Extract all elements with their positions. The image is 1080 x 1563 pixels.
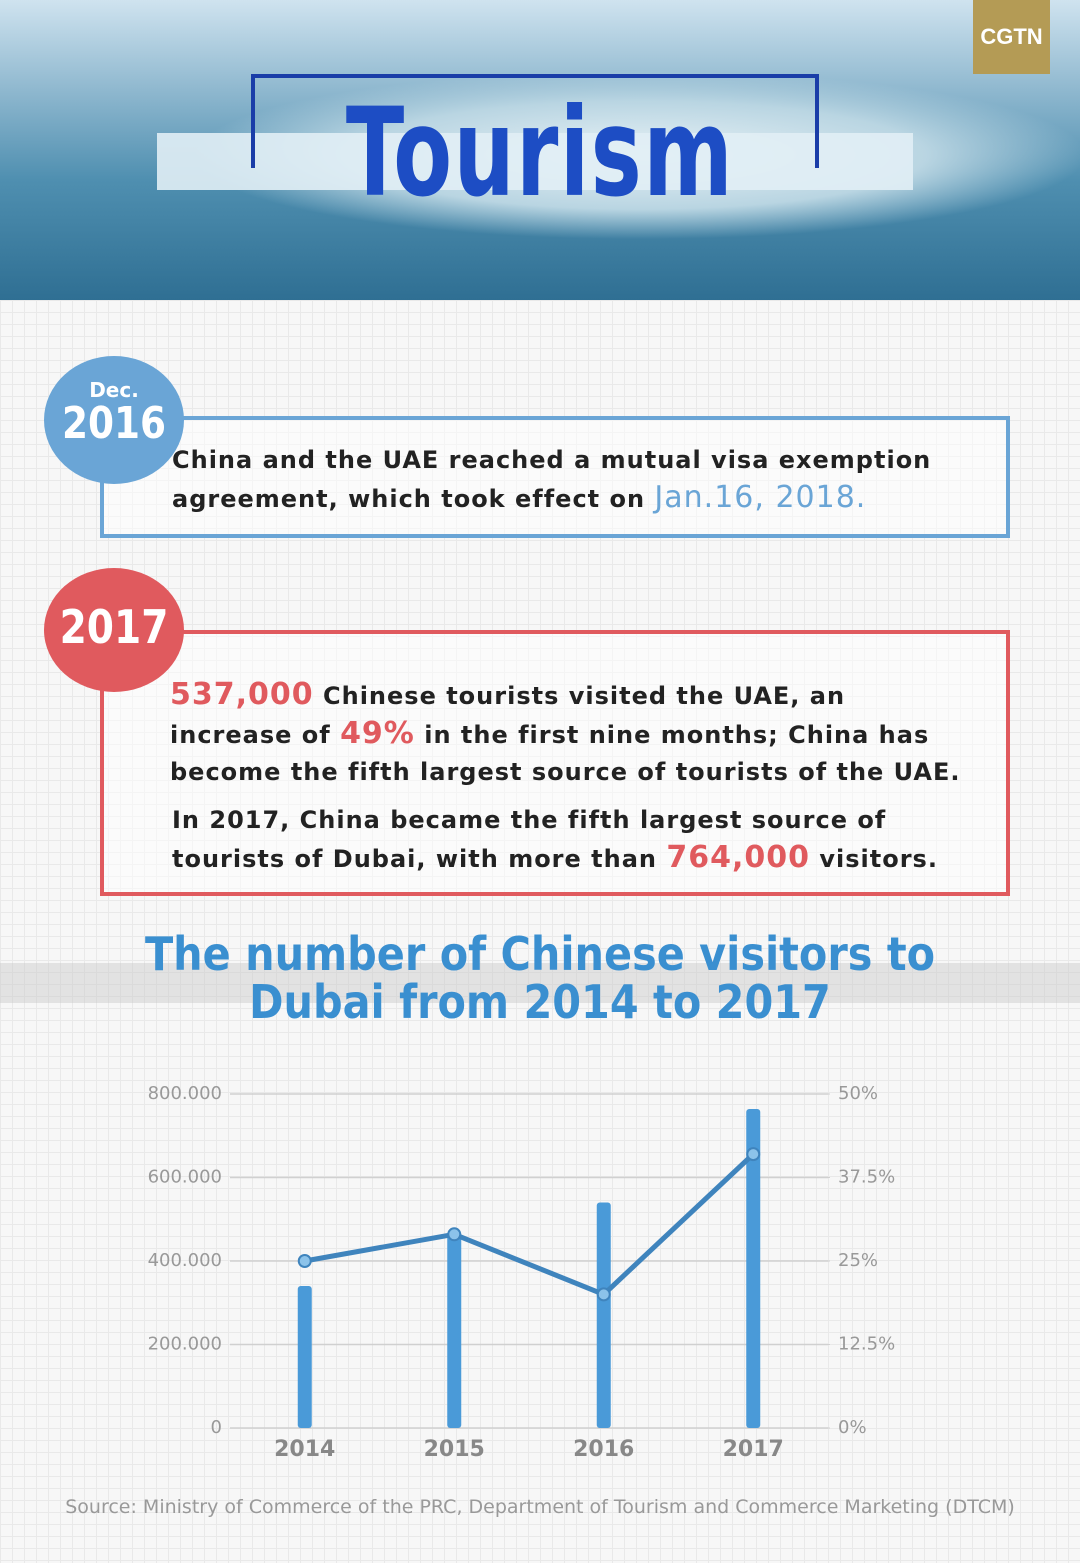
source: Source: Ministry of Commerce of the PRC,… bbox=[65, 1496, 1015, 1518]
bar bbox=[746, 1109, 761, 1428]
line-point bbox=[746, 1147, 761, 1162]
title-frame bbox=[251, 74, 819, 168]
x-tick-label: 2014 bbox=[274, 1437, 335, 1462]
title-band bbox=[157, 133, 913, 190]
page-title: Tourism bbox=[345, 82, 735, 224]
y-tick-label: 200.000 bbox=[148, 1334, 222, 1355]
bar bbox=[297, 1286, 312, 1428]
x-tick-label: 2015 bbox=[424, 1437, 485, 1462]
highlight: 537,000 bbox=[170, 677, 314, 712]
line-point bbox=[447, 1227, 462, 1242]
event-box bbox=[100, 416, 1010, 538]
text: in the first nine months; China has beco… bbox=[170, 721, 961, 786]
event-text: In 2017, China became the fifth largest … bbox=[172, 802, 1002, 878]
highlight: 49% bbox=[340, 716, 415, 751]
date-badge: 2017 bbox=[44, 568, 184, 692]
event-box bbox=[100, 630, 1010, 896]
chart-title: The number of Chinese visitors to Dubai … bbox=[144, 927, 936, 1029]
event-text: China and the UAE reached a mutual visa … bbox=[172, 442, 992, 518]
text: visitors. bbox=[810, 845, 938, 873]
y-tick-label: 0 bbox=[211, 1417, 222, 1438]
text: Chinese tourists visited the UAE, an inc… bbox=[170, 682, 846, 749]
bar bbox=[447, 1231, 462, 1428]
y2-tick-label: 12.5% bbox=[838, 1334, 895, 1355]
badge-year: 2016 bbox=[61, 398, 167, 449]
y-tick-label: 400.000 bbox=[148, 1250, 222, 1271]
date-badge: Dec. 2016 bbox=[44, 356, 184, 484]
highlight: 764,000 bbox=[666, 840, 810, 875]
bar bbox=[596, 1202, 611, 1428]
badge-month: Dec. bbox=[89, 378, 139, 402]
highlight: Jan.16, 2018. bbox=[654, 480, 867, 515]
y2-tick-label: 37.5% bbox=[838, 1167, 895, 1188]
y2-tick-label: 0% bbox=[838, 1417, 867, 1438]
y-tick-label: 800.000 bbox=[148, 1083, 222, 1104]
x-tick-label: 2017 bbox=[723, 1437, 784, 1462]
logo: CGTN bbox=[973, 0, 1050, 74]
x-tick-label: 2016 bbox=[573, 1437, 634, 1462]
y2-tick-label: 50% bbox=[838, 1083, 878, 1104]
y-tick-label: 600.000 bbox=[148, 1167, 222, 1188]
title-band bbox=[0, 963, 1080, 1003]
y2-tick-label: 25% bbox=[838, 1250, 878, 1271]
badge-year: 2017 bbox=[59, 600, 169, 654]
text: China and the UAE reached a mutual visa … bbox=[172, 446, 932, 513]
event-text: 537,000 Chinese tourists visited the UAE… bbox=[170, 676, 970, 791]
line bbox=[304, 1152, 755, 1298]
text: In 2017, China became the fifth largest … bbox=[172, 806, 887, 873]
line-point bbox=[297, 1254, 312, 1268]
chart: 0 200.000 400.000 600.000 800.000 0% 12.5% 25% 3… bbox=[148, 1083, 896, 1462]
line-point bbox=[596, 1287, 611, 1302]
